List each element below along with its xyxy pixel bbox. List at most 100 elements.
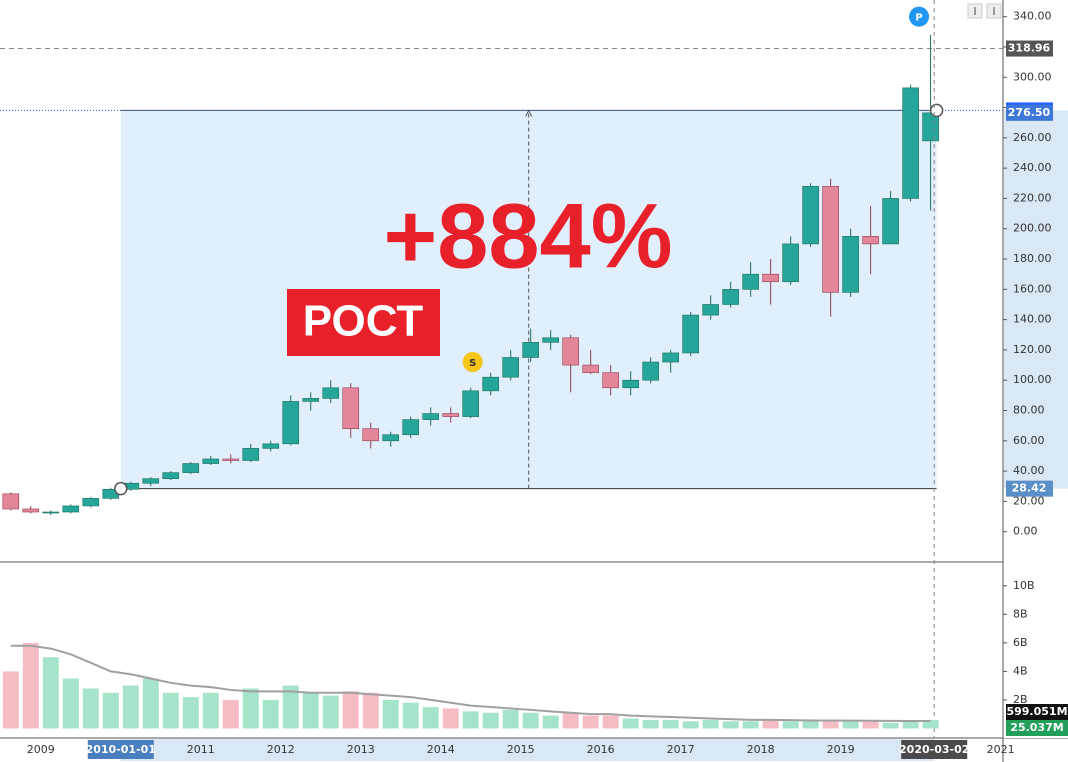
candle-body <box>22 508 40 513</box>
volume-bar <box>842 721 859 729</box>
candle-body <box>502 357 519 378</box>
y-tick-label: 240.00 <box>1013 161 1052 174</box>
volume-tick-label: 4B <box>1013 664 1028 677</box>
volume-bar <box>2 671 19 729</box>
price-marker-label: 28.42 <box>1012 482 1047 495</box>
y-tick-label: 40.00 <box>1013 464 1045 477</box>
x-tick-label: 2014 <box>427 743 455 756</box>
signal-marker <box>909 6 930 27</box>
volume-tick-label: 6B <box>1013 636 1028 649</box>
x-tick-label: 2021 <box>987 743 1015 756</box>
volume-bar <box>142 678 159 729</box>
candle-body <box>202 458 220 464</box>
volume-bar <box>882 722 899 729</box>
candle-body <box>742 273 759 290</box>
signal-marker <box>462 352 483 373</box>
price-marker-box <box>1006 40 1053 57</box>
volume-bar <box>502 709 519 729</box>
price-marker-box <box>1006 480 1053 497</box>
volume-bar <box>262 699 279 729</box>
volume-bar <box>902 721 919 729</box>
y-tick-label: 200.00 <box>1013 222 1052 235</box>
y-tick-label: 100.00 <box>1013 373 1052 386</box>
candle-body <box>342 387 360 429</box>
x-tick-label: 2009 <box>27 743 55 756</box>
volume-bar <box>602 715 619 729</box>
volume-bar <box>282 685 299 729</box>
x-tick-label: 2020-03-02 <box>899 743 969 756</box>
candle-body <box>722 289 739 305</box>
volume-bar <box>762 719 779 729</box>
candle-body <box>702 304 719 316</box>
candle-body <box>242 448 260 461</box>
volume-bar <box>462 711 479 729</box>
candle-body <box>542 337 559 343</box>
caption-box <box>287 289 440 356</box>
candle-body <box>902 87 919 199</box>
volume-bar <box>362 692 379 729</box>
volume-bar <box>742 721 759 729</box>
volume-bar <box>242 688 259 729</box>
y-tick-label: 300.00 <box>1013 70 1052 83</box>
volume-second-label: 25.037M <box>1010 721 1063 734</box>
x-tick-label: 2019 <box>827 743 855 756</box>
x-tick-label: 2012 <box>267 743 295 756</box>
candle-body <box>142 478 160 484</box>
volume-bar <box>322 695 339 729</box>
volume-ma <box>10 644 931 723</box>
x-tick-box <box>87 740 154 759</box>
volume-bar <box>42 657 59 729</box>
price-marker-label: 276.50 <box>1008 106 1051 119</box>
volume-tick-label: 2B <box>1013 693 1028 706</box>
candle-body <box>62 505 80 513</box>
candle-body <box>382 434 400 442</box>
candle-body <box>2 493 20 510</box>
x-tick-label: 2016 <box>587 743 615 756</box>
candle-body <box>522 342 539 358</box>
volume-bar <box>662 719 679 729</box>
candle-body <box>822 186 839 293</box>
x-tick-box <box>901 740 968 759</box>
x-tick-label: 2011 <box>187 743 215 756</box>
volume-bar <box>682 721 699 729</box>
y-tick-label: 340.00 <box>1013 10 1052 23</box>
signal-label: P <box>915 13 922 24</box>
volume-bar <box>482 712 499 729</box>
volume-bar <box>722 721 739 729</box>
candle-body <box>42 511 60 514</box>
volume-bar <box>822 719 839 729</box>
volume-bar <box>302 692 319 729</box>
candle-body <box>442 413 460 417</box>
volume-bar <box>922 719 939 729</box>
volume-bar <box>422 707 439 729</box>
volume-second-box <box>1006 720 1068 736</box>
volume-bar <box>802 721 819 729</box>
candle-body <box>622 379 639 389</box>
caption-label: РОСТ <box>303 297 424 346</box>
volume-bar <box>582 715 599 729</box>
volume-bar <box>102 692 119 729</box>
y-tick-label: 180.00 <box>1013 252 1052 265</box>
y-tick-label: 0.00 <box>1013 525 1038 538</box>
volume-bar <box>82 688 99 729</box>
candle-body <box>582 364 599 373</box>
y-tick-label: 120.00 <box>1013 343 1052 356</box>
candle-body <box>882 198 899 245</box>
candle-body <box>682 314 699 354</box>
price-marker-label: 318.96 <box>1008 42 1051 55</box>
y-tick-label: 160.00 <box>1013 282 1052 295</box>
volume-bar <box>522 712 539 729</box>
volume-bar <box>202 692 219 729</box>
y-tick-label: 220.00 <box>1013 191 1052 204</box>
candle-body <box>842 236 859 293</box>
candle-body <box>762 273 779 283</box>
volume-bar <box>342 691 359 729</box>
volume-bar <box>442 708 459 729</box>
candle-body <box>282 401 300 445</box>
volume-tick-label: 10B <box>1013 579 1035 592</box>
candle-body <box>162 472 180 479</box>
candle-body <box>322 387 340 399</box>
candle-body <box>662 352 679 363</box>
volume-bar <box>782 721 799 729</box>
signal-label: S <box>469 358 476 369</box>
